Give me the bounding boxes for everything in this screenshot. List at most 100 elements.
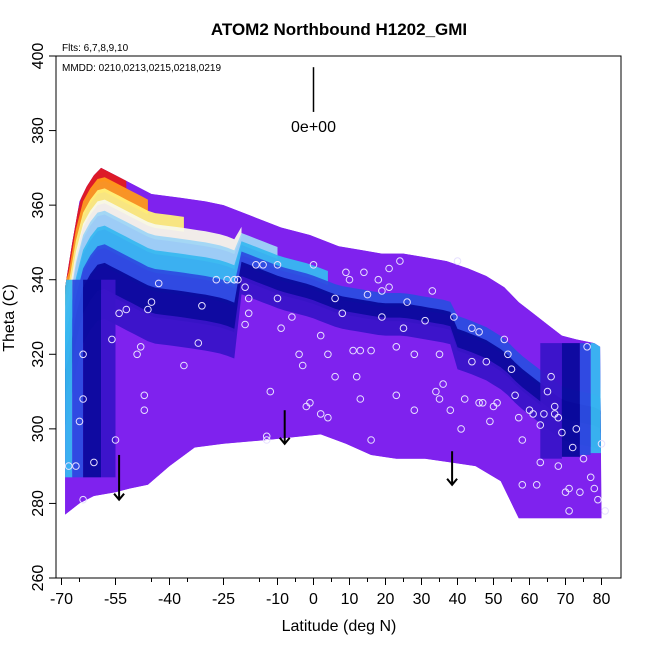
sample-point bbox=[583, 343, 591, 351]
sample-point bbox=[309, 261, 318, 269]
sample-point bbox=[79, 350, 87, 359]
sample-point bbox=[122, 305, 131, 314]
sample-point bbox=[579, 454, 588, 463]
sample-point bbox=[356, 346, 365, 355]
sample-point bbox=[460, 395, 469, 403]
heatmap-band-9 bbox=[65, 276, 602, 452]
heatmap-field bbox=[65, 167, 602, 519]
y-tick-label: 400 bbox=[30, 43, 47, 70]
sample-point bbox=[435, 350, 444, 359]
sample-point bbox=[154, 279, 163, 288]
sample-point bbox=[572, 425, 581, 433]
tropopause-arrow bbox=[278, 410, 291, 446]
sample-point bbox=[212, 275, 221, 284]
y-tick-label: 260 bbox=[30, 565, 47, 592]
y-tick-label: 340 bbox=[30, 266, 47, 293]
y-tick-label: 300 bbox=[30, 415, 47, 442]
sample-point bbox=[594, 495, 602, 504]
heatmap-band-4 bbox=[65, 199, 242, 332]
heatmap-band-5 bbox=[65, 210, 278, 347]
heatmap-band-1 bbox=[65, 167, 127, 299]
heatmap-north-band-4 bbox=[590, 343, 602, 454]
sample-point bbox=[140, 391, 149, 400]
heatmap-band-2 bbox=[65, 177, 148, 310]
sample-point bbox=[486, 417, 494, 426]
x-tick-label: -70 bbox=[50, 591, 73, 608]
sample-point bbox=[446, 406, 455, 415]
sample-point bbox=[403, 298, 411, 306]
sample-point bbox=[518, 436, 527, 444]
sample-point bbox=[75, 417, 84, 426]
sample-point bbox=[266, 387, 275, 396]
sample-point bbox=[385, 283, 393, 292]
sample-point bbox=[363, 290, 372, 299]
sample-point bbox=[331, 294, 339, 303]
y-axis-label: Theta (C) bbox=[1, 284, 18, 352]
sample-point bbox=[64, 462, 73, 470]
x-axis: -70 -55 -40 -25 -10 0 10 20 30 40 50 60 70 80 bbox=[50, 578, 611, 608]
sample-point bbox=[295, 350, 303, 359]
heatmap-band-3 bbox=[65, 188, 184, 321]
sample-point bbox=[277, 324, 285, 333]
sample-point bbox=[273, 294, 282, 303]
sample-point bbox=[306, 399, 314, 407]
sample-point bbox=[360, 268, 368, 277]
heatmap-north-band-3 bbox=[579, 343, 591, 455]
sample-point bbox=[543, 387, 552, 396]
plot-frame bbox=[55, 55, 622, 579]
x-tick-label: -25 bbox=[212, 591, 235, 608]
sample-point bbox=[392, 343, 401, 351]
sample-point bbox=[108, 335, 116, 344]
sample-point bbox=[345, 275, 354, 284]
x-axis-label: Latitude (deg N) bbox=[282, 618, 397, 635]
heatmap-south-band-2 bbox=[72, 279, 84, 478]
sample-point bbox=[550, 402, 559, 411]
sample-point bbox=[432, 387, 440, 396]
sample-point bbox=[378, 287, 386, 295]
sample-point bbox=[457, 425, 465, 433]
sample-point bbox=[244, 309, 253, 318]
sample-point bbox=[324, 413, 332, 422]
sample-point bbox=[133, 350, 141, 359]
sample-point bbox=[288, 313, 296, 321]
flights-note: Flts: 6,7,8,9,10 bbox=[62, 43, 129, 54]
sample-point bbox=[565, 507, 573, 515]
sample-point bbox=[468, 324, 476, 333]
sample-point bbox=[439, 380, 447, 388]
heatmap-band-7 bbox=[65, 244, 602, 415]
sample-point bbox=[565, 484, 573, 493]
sample-point bbox=[435, 395, 444, 403]
sample-point bbox=[79, 495, 87, 504]
arrow-head bbox=[113, 493, 125, 502]
x-tick-label: -55 bbox=[104, 591, 127, 608]
heatmap-north-band-1 bbox=[540, 343, 562, 459]
sample-point bbox=[410, 406, 419, 415]
sample-point bbox=[540, 410, 548, 418]
sample-points bbox=[64, 257, 609, 515]
sample-point bbox=[576, 488, 584, 497]
sample-point bbox=[194, 339, 203, 347]
sample-point bbox=[115, 309, 123, 318]
sample-point bbox=[324, 350, 332, 359]
sample-point bbox=[529, 410, 537, 418]
sample-point bbox=[468, 357, 476, 366]
sample-point bbox=[450, 313, 458, 321]
sample-point bbox=[601, 507, 609, 515]
sample-point bbox=[244, 294, 253, 303]
sample-point bbox=[568, 443, 577, 452]
sample-point bbox=[90, 458, 98, 467]
sample-point bbox=[453, 257, 462, 265]
sample-point bbox=[493, 399, 501, 407]
sample-point bbox=[140, 406, 149, 415]
sample-point bbox=[514, 413, 523, 422]
sample-point bbox=[482, 357, 491, 366]
x-tick-label: 10 bbox=[341, 591, 359, 608]
sample-point bbox=[262, 432, 271, 441]
sample-point bbox=[511, 391, 519, 400]
sample-point bbox=[536, 458, 545, 467]
sample-point bbox=[252, 261, 260, 269]
sample-point bbox=[504, 350, 512, 359]
sample-point bbox=[241, 283, 249, 292]
sample-point bbox=[518, 481, 527, 489]
x-tick-label: 70 bbox=[557, 591, 575, 608]
